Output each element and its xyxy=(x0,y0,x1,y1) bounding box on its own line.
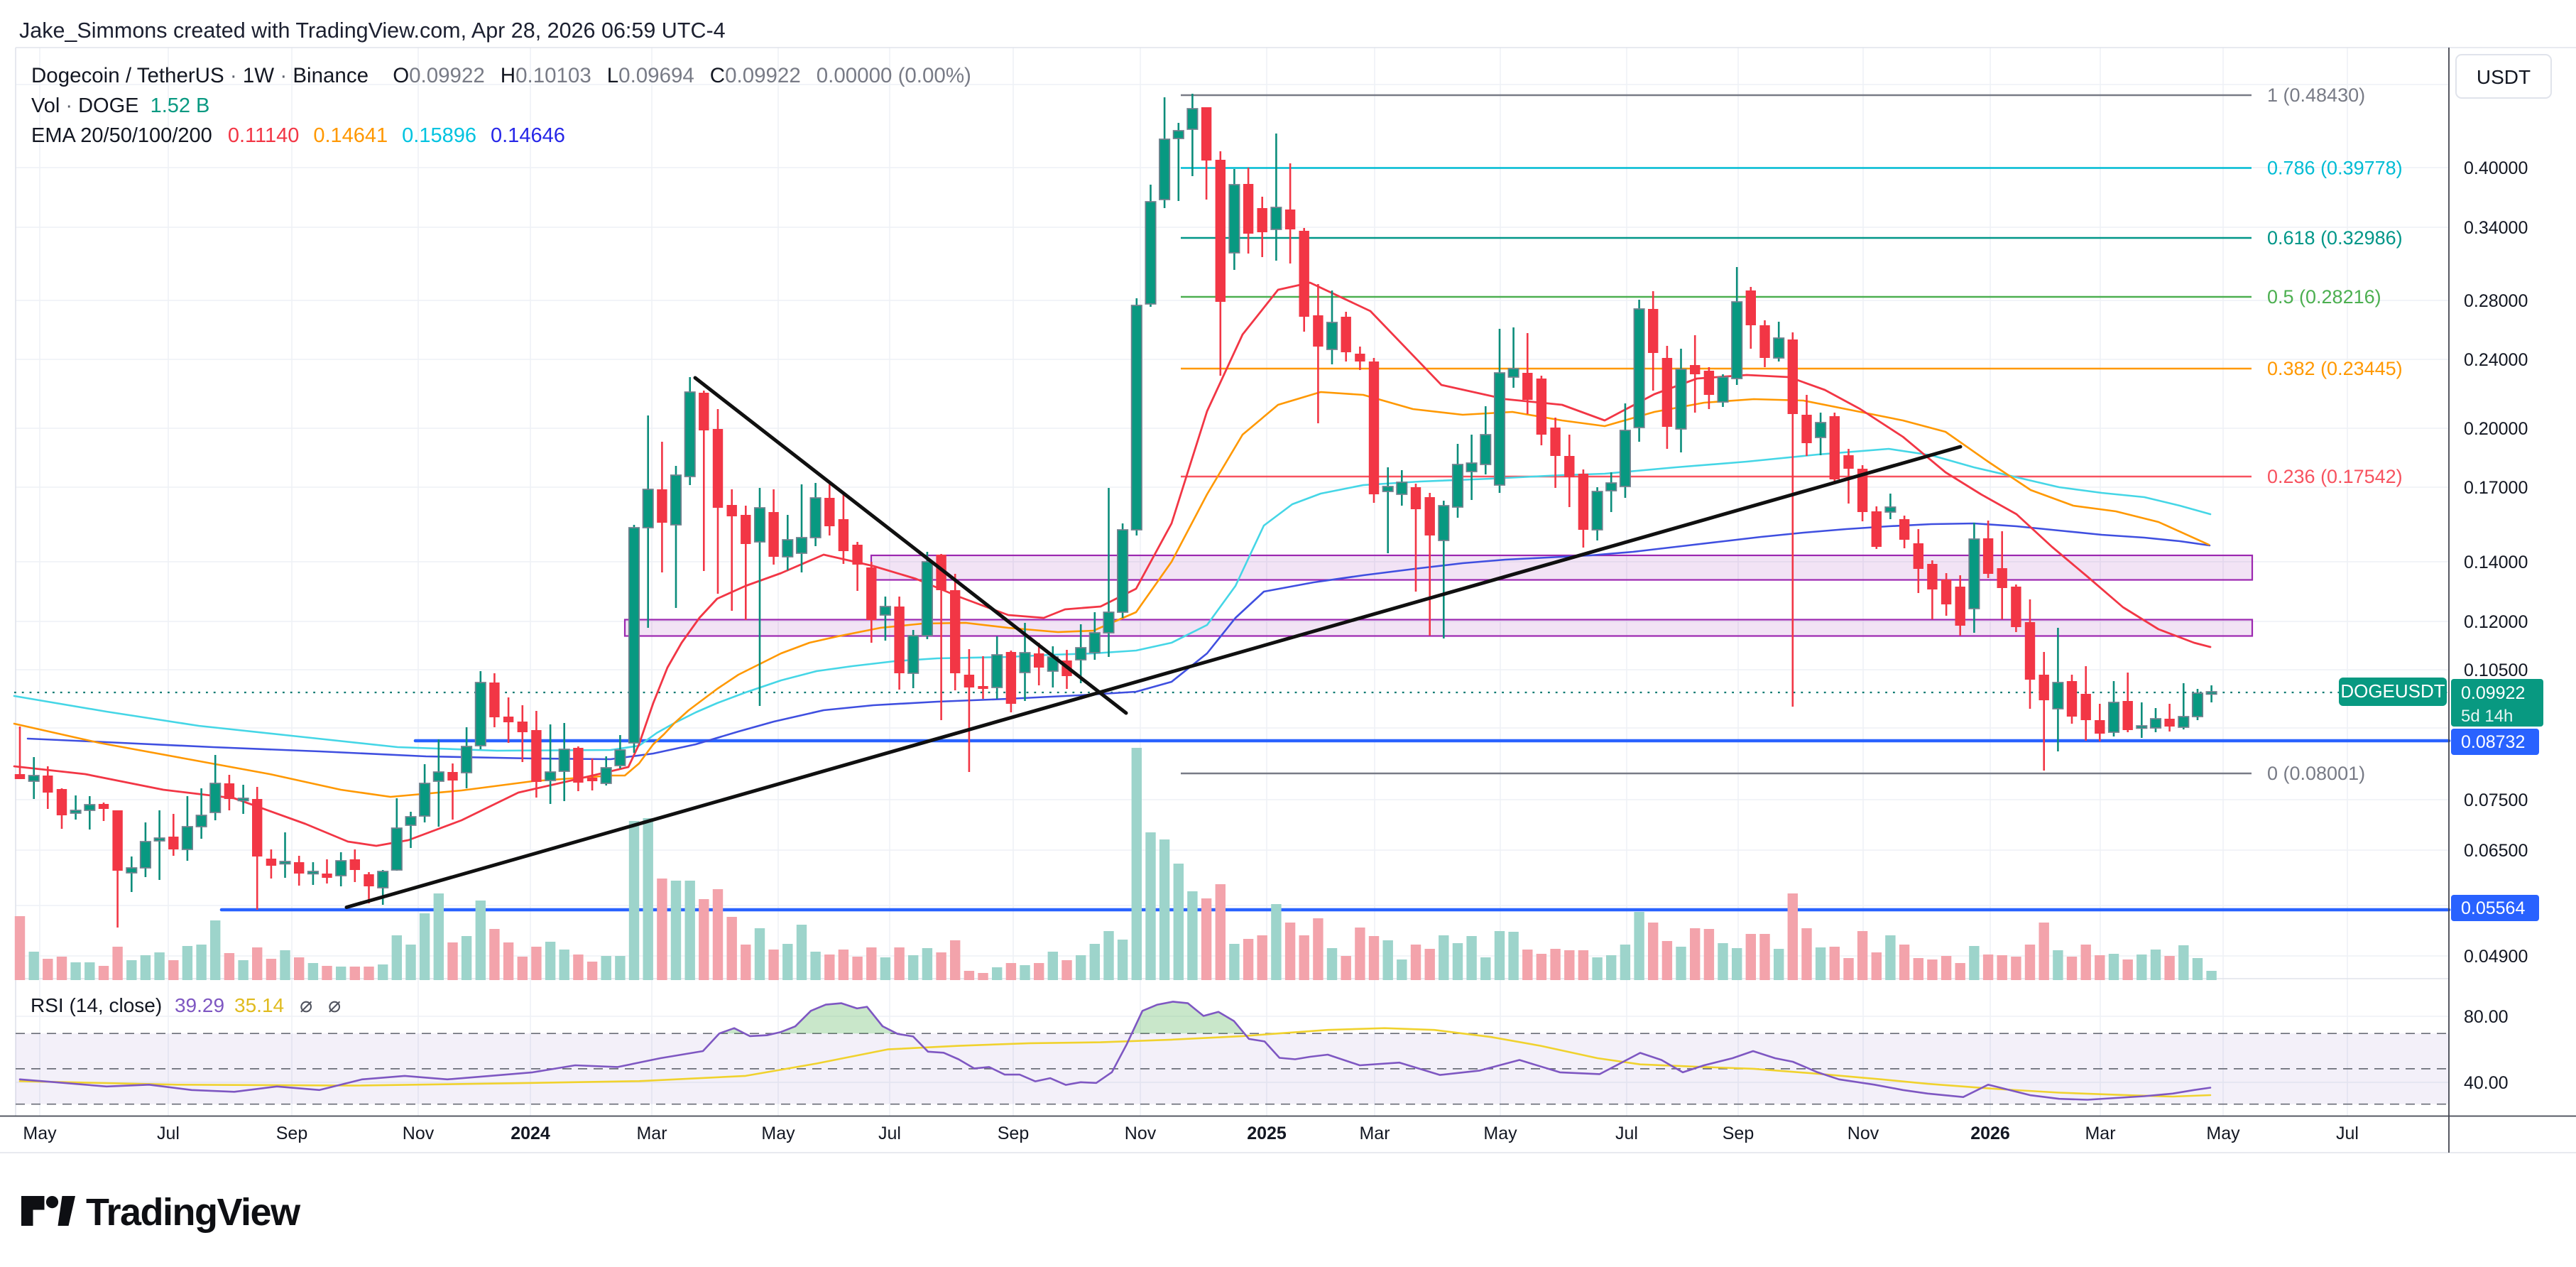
svg-text:0.236 (0.17542): 0.236 (0.17542) xyxy=(2267,466,2403,487)
svg-text:0.09922: 0.09922 xyxy=(2461,683,2525,703)
svg-text:0.382 (0.23445): 0.382 (0.23445) xyxy=(2267,358,2403,379)
svg-text:0.24000: 0.24000 xyxy=(2464,350,2528,370)
svg-text:2025: 2025 xyxy=(1247,1124,1287,1143)
svg-text:May: May xyxy=(2206,1124,2240,1143)
svg-text:Jul: Jul xyxy=(878,1124,901,1143)
svg-text:0.06500: 0.06500 xyxy=(2464,841,2528,861)
svg-text:Mar: Mar xyxy=(1359,1124,1390,1143)
svg-text:0.618 (0.32986): 0.618 (0.32986) xyxy=(2267,227,2403,249)
svg-text:0.05564: 0.05564 xyxy=(2461,898,2525,918)
svg-text:Jul: Jul xyxy=(157,1124,180,1143)
svg-text:0.34000: 0.34000 xyxy=(2464,218,2528,238)
svg-text:Sep: Sep xyxy=(1723,1124,1754,1143)
svg-text:0.786 (0.39778): 0.786 (0.39778) xyxy=(2267,158,2403,179)
svg-text:Sep: Sep xyxy=(998,1124,1029,1143)
svg-text:0.40000: 0.40000 xyxy=(2464,158,2528,178)
svg-text:0.04900: 0.04900 xyxy=(2464,947,2528,967)
svg-text:Sep: Sep xyxy=(276,1124,307,1143)
svg-text:Dogecoin / TetherUS · 1W · Bin: Dogecoin / TetherUS · 1W · Binance O0.09… xyxy=(31,64,971,87)
svg-text:0.12000: 0.12000 xyxy=(2464,612,2528,632)
svg-text:0.14000: 0.14000 xyxy=(2464,553,2528,572)
svg-text:40.00: 40.00 xyxy=(2464,1073,2509,1093)
svg-text:TradingView: TradingView xyxy=(86,1191,301,1234)
svg-text:0.17000: 0.17000 xyxy=(2464,478,2528,498)
svg-text:Vol · DOGE 1.52 B: Vol · DOGE 1.52 B xyxy=(31,94,209,117)
svg-text:0.5 (0.28216): 0.5 (0.28216) xyxy=(2267,286,2381,308)
svg-text:0.28000: 0.28000 xyxy=(2464,291,2528,311)
svg-text:0.08732: 0.08732 xyxy=(2461,732,2525,752)
svg-text:May: May xyxy=(1483,1124,1517,1143)
svg-text:80.00: 80.00 xyxy=(2464,1007,2509,1027)
svg-text:May: May xyxy=(23,1124,57,1143)
svg-text:DOGEUSDT: DOGEUSDT xyxy=(2340,680,2445,702)
svg-text:Nov: Nov xyxy=(1848,1124,1879,1143)
svg-text:2024: 2024 xyxy=(511,1124,550,1143)
svg-text:Mar: Mar xyxy=(2085,1124,2115,1143)
svg-text:0.07500: 0.07500 xyxy=(2464,790,2528,810)
svg-text:Jul: Jul xyxy=(2336,1124,2359,1143)
svg-text:USDT: USDT xyxy=(2477,66,2531,88)
svg-text:0.10500: 0.10500 xyxy=(2464,660,2528,680)
svg-text:Nov: Nov xyxy=(403,1124,435,1143)
svg-text:0 (0.08001): 0 (0.08001) xyxy=(2267,763,2365,784)
svg-text:2026: 2026 xyxy=(1970,1124,2010,1143)
svg-text:5d 14h: 5d 14h xyxy=(2461,707,2513,726)
svg-text:May: May xyxy=(761,1124,795,1143)
svg-text:Mar: Mar xyxy=(636,1124,667,1143)
svg-text:Nov: Nov xyxy=(1125,1124,1157,1143)
svg-text:0.20000: 0.20000 xyxy=(2464,419,2528,439)
svg-text:Jake_Simmons created with Trad: Jake_Simmons created with TradingView.co… xyxy=(19,18,726,43)
svg-text:1 (0.48430): 1 (0.48430) xyxy=(2267,85,2365,106)
svg-text:Jul: Jul xyxy=(1615,1124,1638,1143)
